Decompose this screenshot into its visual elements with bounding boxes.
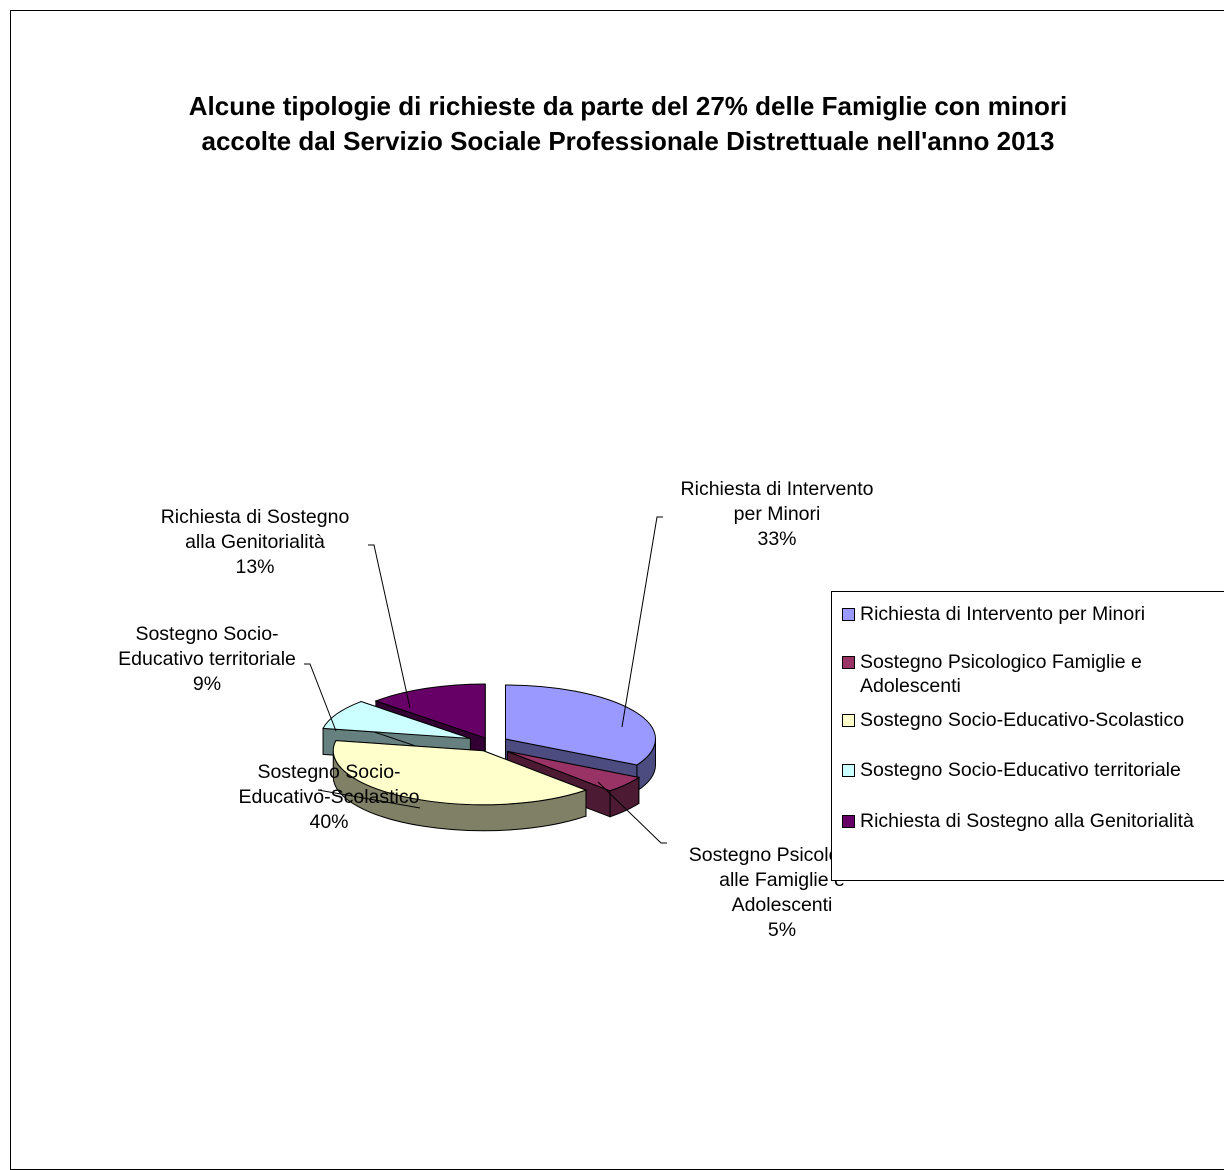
data-label-line: Richiesta di Intervento	[680, 478, 874, 500]
legend-label: Richiesta di Intervento per Minori	[860, 603, 1146, 625]
legend: Richiesta di Intervento per Minori Sosteg…	[831, 591, 1224, 881]
data-label-percent: 33%	[757, 528, 797, 550]
leader-line-richiesta-di-sostegno-alla-genitorialita	[368, 544, 411, 709]
legend-swatch	[842, 815, 855, 828]
data-label-line: Educativo-Scolastico	[238, 786, 420, 808]
pie-tops	[322, 683, 656, 806]
data-label-percent: 9%	[192, 673, 222, 695]
pie-slice-richiesta-di-intervento-per-minori	[504, 684, 656, 766]
data-label-percent: 40%	[309, 811, 349, 833]
data-label-line: per Minori	[733, 503, 821, 525]
legend-label: Richiesta di Sostegno alla Genitorialità	[860, 810, 1194, 832]
legend-swatch	[842, 714, 855, 727]
chart-title-line-2: accolte dal Servizio Sociale Professiona…	[201, 126, 1055, 156]
data-label-percent: 13%	[235, 556, 275, 578]
data-label-line: Sostegno Psicologico	[688, 844, 876, 866]
legend-swatch	[842, 764, 855, 777]
data-label-line: alla Genitorialità	[185, 531, 325, 553]
legend-label: Sostegno Socio-Educativo-Scolastico	[860, 709, 1185, 731]
pie-slice-sostegno-socio-educativo-scolastico	[332, 740, 588, 806]
pie-slice-sostegno-socio-educativo-territoriale	[322, 701, 471, 740]
chart-title-line-1: Alcune tipologie di richieste da parte d…	[188, 91, 1068, 121]
data-label-percent: 5%	[767, 919, 797, 941]
legend-item-sostegno-psicologico-famiglie-e-adolescenti: Sostegno Psicologico Famiglie e Adolescen…	[842, 650, 1142, 698]
leader-line-sostegno-socio-educativo-scolastico	[317, 789, 421, 809]
leader-line-sostegno-psicologico-famiglie-e-adolescenti	[597, 781, 667, 844]
data-label-richiesta-di-intervento-per-minori: Richiesta di Intervento per Minori 33%	[627, 477, 927, 552]
data-label-sostegno-socio-educativo-territoriale: Sostegno Socio- Educativo territoriale 9%	[57, 622, 357, 697]
data-label-line: Adolescenti	[731, 894, 833, 916]
legend-item-sostegno-socio-educativo-territoriale: Sostegno Socio-Educativo territoriale	[842, 758, 1181, 782]
legend-label: Sostegno Socio-Educativo territoriale	[860, 759, 1181, 781]
legend-swatch	[842, 656, 855, 669]
legend-item-sostegno-socio-educativo-scolastico: Sostegno Socio-Educativo-Scolastico	[842, 708, 1184, 732]
chart-area: Alcune tipologie di richieste da parte d…	[10, 10, 1224, 1170]
legend-swatch	[842, 608, 855, 621]
leader-line-richiesta-di-intervento-per-minori	[621, 516, 663, 728]
chart-title: Alcune tipologie di richieste da parte d…	[11, 89, 1224, 159]
data-label-line: Educativo territoriale	[118, 648, 296, 670]
legend-label: Sostegno Psicologico Famiglie e	[860, 651, 1142, 673]
data-label-sostegno-psicologico-famiglie-e-adolescenti: Sostegno Psicologico alle Famiglie e Adole…	[632, 843, 932, 943]
data-label-line: Richiesta di Sostegno	[160, 506, 350, 528]
data-label-line: Sostegno Socio-	[257, 761, 401, 783]
pie-slice-sostegno-psicologico-famiglie-e-adolescenti	[507, 750, 641, 792]
legend-label: Adolescenti	[860, 675, 961, 697]
data-label-line: alle Famiglie e	[719, 869, 845, 891]
legend-item-richiesta-di-intervento-per-minori: Richiesta di Intervento per Minori	[842, 602, 1145, 626]
data-label-line: Sostegno Socio-	[135, 623, 279, 645]
legend-item-richiesta-di-sostegno-alla-genitorialita: Richiesta di Sostegno alla Genitorialità	[842, 809, 1194, 833]
data-label-richiesta-di-sostegno-alla-genitorialita: Richiesta di Sostegno alla Genitorialità 1…	[105, 505, 405, 580]
pie-slice-richiesta-di-sostegno-alla-genitorialita	[374, 683, 486, 739]
data-label-sostegno-socio-educativo-scolastico: Sostegno Socio- Educativo-Scolastico 40%	[179, 760, 479, 835]
leader-line-sostegno-socio-educativo-territoriale	[304, 663, 337, 732]
